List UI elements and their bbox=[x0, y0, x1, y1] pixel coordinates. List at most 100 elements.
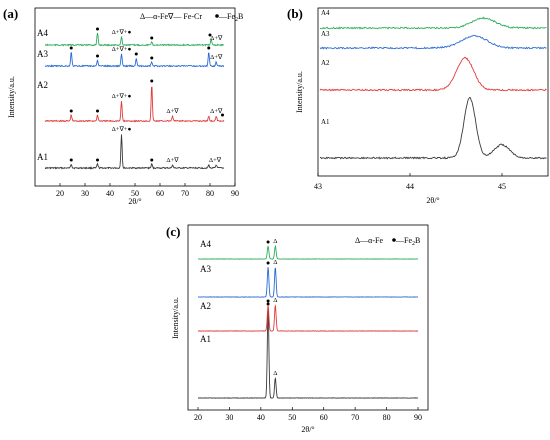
panel-c-xticks: 20 30 40 50 60 70 80 90 bbox=[194, 407, 422, 422]
panel-a-xticks: 20 30 40 50 60 70 80 90 bbox=[56, 183, 239, 198]
zoom-series-a1-line bbox=[319, 96, 547, 160]
xtick-label: 40 bbox=[257, 413, 265, 422]
panel-a: (a) Δ—α-Fe∇— Fe-Cr —Fe2B A1 Δ+∇+● Δ+∇ Δ+∇ A2… bbox=[3, 6, 243, 206]
fe2b-marker bbox=[96, 27, 99, 31]
fe2b-marker bbox=[266, 240, 270, 244]
svg-text:—Fe2B: —Fe2B bbox=[218, 12, 243, 23]
panel-a-legend: Δ—α-Fe∇— Fe-Cr —Fe2B bbox=[140, 12, 243, 23]
phase-annotation: Δ+∇+● bbox=[112, 45, 132, 53]
xtick-label: 40 bbox=[106, 189, 114, 198]
legend-c-b: B bbox=[415, 236, 420, 245]
fe2b-marker bbox=[150, 79, 154, 83]
legend-a-alpha-fe: Δ—α-Fe bbox=[140, 12, 168, 21]
fe2b-marker bbox=[69, 46, 73, 50]
svg-text:Δ—α-Fe∇— Fe-Cr: Δ—α-Fe∇— Fe-Cr bbox=[140, 12, 202, 21]
series-a1-label: A1 bbox=[200, 334, 211, 344]
zoom-series-a4-label: A4 bbox=[321, 9, 330, 17]
fe2b-marker bbox=[266, 261, 270, 265]
fe2b-marker bbox=[96, 54, 99, 58]
panel-b: (b) A1 A2 A3 A4 43 44 45 2θ/° Intensity/a.u. bbox=[287, 6, 549, 205]
zoom-series-a2-label: A2 bbox=[321, 59, 330, 67]
xtick-label: 50 bbox=[131, 189, 139, 198]
panel-c-ylabel: Intensity/a.u. bbox=[171, 297, 180, 339]
phase-annotation: Δ bbox=[273, 259, 277, 266]
xtick-label: 60 bbox=[320, 413, 328, 422]
fe2b-marker bbox=[208, 33, 212, 37]
xtick-label: 60 bbox=[156, 189, 164, 198]
series-a1-line bbox=[45, 134, 225, 170]
xtick-label: 30 bbox=[81, 189, 89, 198]
phase-annotation: Δ+∇ bbox=[166, 107, 179, 115]
fe2b-marker bbox=[96, 158, 99, 162]
series-a3-label: A3 bbox=[37, 49, 48, 59]
svg-text:—Fe2B: —Fe2B bbox=[395, 236, 420, 247]
series-a3-line bbox=[197, 267, 419, 298]
legend-a-b: B bbox=[238, 12, 243, 21]
fe2b-marker bbox=[134, 52, 138, 56]
panel-c-xlabel: 2θ/° bbox=[301, 425, 314, 434]
panel-b-xticks: 43 44 45 bbox=[314, 173, 506, 191]
xtick-label: 45 bbox=[498, 182, 506, 191]
panel-b-frame bbox=[317, 7, 549, 177]
xtick-label: 80 bbox=[383, 413, 391, 422]
zoom-series-a3-line bbox=[319, 34, 547, 50]
panel-a-ylabel: Intensity/a.u. bbox=[7, 76, 16, 118]
panel-a-frame bbox=[34, 7, 236, 187]
fe2b-marker bbox=[221, 113, 224, 117]
fe2b-marker bbox=[266, 299, 270, 303]
series-a4-line bbox=[44, 32, 225, 47]
fe2b-marker bbox=[207, 46, 211, 50]
panel-b-ylabel: Intensity/a.u. bbox=[295, 71, 304, 113]
panel-c-frame bbox=[187, 224, 429, 411]
xtick-label: 20 bbox=[56, 189, 64, 198]
panel-b-label: (b) bbox=[287, 6, 303, 21]
series-a1-line bbox=[198, 308, 419, 399]
phase-annotation: Δ bbox=[273, 370, 277, 377]
panel-a-xlabel: 2θ/° bbox=[128, 197, 141, 206]
xtick-label: 70 bbox=[351, 413, 359, 422]
series-a4-label: A4 bbox=[200, 239, 211, 249]
series-a4-line bbox=[198, 244, 418, 260]
series-a2-label: A2 bbox=[37, 80, 48, 90]
legend-a-dot bbox=[215, 14, 219, 18]
fe2b-marker bbox=[150, 36, 154, 40]
phase-annotation: Δ+∇ bbox=[209, 156, 222, 164]
xtick-label: 80 bbox=[206, 189, 214, 198]
panel-b-xlabel: 2θ/° bbox=[426, 196, 439, 205]
zoom-series-a2-line bbox=[319, 56, 547, 92]
series-a3-line bbox=[44, 52, 225, 68]
panel-b-series: A1 A2 A3 A4 bbox=[319, 9, 547, 160]
phase-annotation: Δ+∇ bbox=[210, 107, 223, 115]
phase-annotation: Δ+∇+● bbox=[112, 125, 132, 133]
legend-a-fecr: ∇— Fe-Cr bbox=[167, 12, 202, 21]
panel-c-legend: Δ—α-Fe —Fe2B bbox=[355, 236, 420, 247]
phase-annotation: Δ bbox=[273, 238, 277, 245]
legend-c-sub: 2 bbox=[412, 241, 415, 247]
xtick-label: 70 bbox=[181, 189, 189, 198]
legend-c-fe: —Fe bbox=[395, 236, 412, 245]
legend-a-fe: —Fe bbox=[218, 12, 235, 21]
xtick-label: 90 bbox=[231, 189, 239, 198]
phase-annotation: Δ+∇ bbox=[166, 156, 179, 164]
zoom-series-a3-label: A3 bbox=[321, 30, 330, 38]
phase-annotation: Δ bbox=[273, 297, 277, 304]
fe2b-marker bbox=[150, 158, 154, 162]
phase-annotation: Δ+∇ bbox=[210, 53, 223, 61]
panel-c-label: (c) bbox=[166, 224, 180, 239]
legend-c-dot bbox=[392, 238, 396, 242]
phase-annotation: Δ+∇+● bbox=[112, 92, 132, 100]
series-a3-label: A3 bbox=[200, 264, 211, 274]
xtick-label: 30 bbox=[225, 413, 233, 422]
fe2b-marker bbox=[150, 56, 154, 60]
series-a4-label: A4 bbox=[37, 28, 48, 38]
fe2b-marker bbox=[69, 158, 73, 162]
fe2b-marker bbox=[69, 109, 73, 113]
fe2b-marker bbox=[96, 109, 99, 113]
panel-c: (c) Δ—α-Fe —Fe2B A1 Δ A2 Δ A3 Δ A4 Δ 20 30 40 50 60… bbox=[166, 224, 429, 434]
panel-a-label: (a) bbox=[3, 6, 18, 21]
zoom-series-a4-line bbox=[319, 16, 547, 30]
xtick-label: 50 bbox=[288, 413, 296, 422]
panel-a-series: A1 Δ+∇+● Δ+∇ Δ+∇ A2 Δ+∇+● Δ+∇ Δ+∇ A3 Δ+∇+● Δ+∇ A4 Δ+… bbox=[37, 27, 225, 170]
series-a2-label: A2 bbox=[200, 301, 211, 311]
